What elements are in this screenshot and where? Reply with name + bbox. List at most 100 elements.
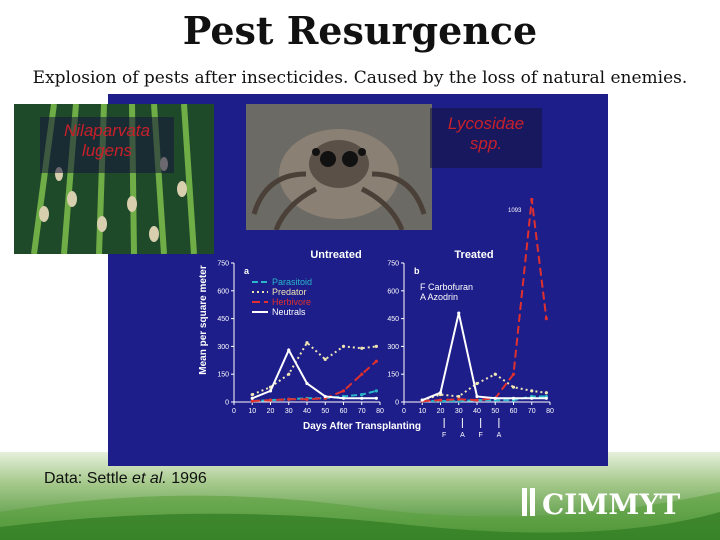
treated-point-neutrals	[511, 396, 516, 400]
spider-photo	[246, 104, 432, 230]
treated-y-tick-label: 600	[387, 288, 399, 295]
untreated-x-tick-label: 40	[303, 408, 311, 415]
untreated-point-predator	[250, 392, 254, 397]
untreated-point-herbivore	[341, 389, 346, 393]
annotation-azodrin: A Azodrin	[420, 292, 458, 302]
treated-point-neutrals	[420, 398, 424, 402]
panel-title-untreated: Untreated	[310, 249, 361, 261]
citation-italic: et al.	[132, 470, 167, 487]
citation: Data: Settle et al. 1996	[44, 470, 207, 488]
treated-x-tick-label: 20	[437, 408, 445, 415]
untreated-point-herbivore	[250, 399, 254, 403]
untreated-point-neutrals	[374, 396, 378, 400]
treated-point-predator	[493, 372, 497, 376]
untreated-point-neutrals	[287, 348, 291, 352]
treated-y-tick-label: 750	[387, 261, 399, 268]
untreated-y-tick-label: 0	[225, 400, 229, 407]
untreated-point-neutrals	[268, 389, 273, 393]
treated-point-herbivore	[438, 398, 443, 402]
treated-point-herbivore	[544, 317, 548, 321]
treated-point-herbivore	[457, 397, 461, 401]
application-marker-label: F	[479, 432, 483, 439]
untreated-y-tick-label: 600	[217, 288, 229, 295]
untreated-point-predator	[360, 346, 364, 350]
untreated-point-neutrals	[323, 394, 327, 399]
untreated-point-predator	[305, 341, 309, 345]
spider-label: Lycosidae spp.	[430, 108, 542, 168]
treated-point-herbivore	[511, 372, 516, 376]
untreated-x-tick-label: 20	[267, 408, 275, 415]
panel-label-b: b	[414, 266, 420, 276]
logo-text: CIMMYT	[542, 488, 680, 520]
slide-title: Pest Resurgence	[182, 8, 538, 53]
annotation-carbofuran: F Carbofuran	[420, 282, 473, 292]
application-marker-label: A	[460, 432, 465, 439]
untreated-point-neutrals	[305, 381, 309, 386]
treated-x-tick-label: 40	[473, 408, 481, 415]
application-marker-label: A	[497, 432, 502, 439]
x-axis-label: Days After Transplanting	[303, 421, 421, 432]
untreated-point-parasitoid	[374, 389, 378, 393]
treated-point-predator	[475, 381, 479, 386]
untreated-x-tick-label: 70	[358, 408, 366, 415]
legend-neutrals: Neutrals	[272, 307, 306, 317]
cimmyt-logo: CIMMYT	[522, 488, 680, 520]
treated-point-predator	[544, 391, 548, 395]
treated-x-tick-label: 60	[510, 408, 518, 415]
untreated-point-herbivore	[268, 398, 273, 402]
untreated-x-tick-label: 50	[321, 408, 329, 415]
treated-point-predator	[457, 394, 461, 399]
untreated-point-neutrals	[360, 396, 364, 400]
treated-series-neutrals	[421, 312, 547, 402]
treated-series-predator	[421, 373, 547, 402]
untreated-point-herbivore	[287, 397, 291, 401]
panel-label-a: a	[244, 266, 250, 276]
untreated-point-herbivore	[360, 372, 364, 376]
treated-x-tick-label: 50	[491, 408, 499, 415]
treated-x-tick-label: 70	[528, 408, 536, 415]
citation-year: 1996	[171, 470, 207, 487]
treated-point-neutrals	[544, 396, 548, 400]
untreated-y-tick-label: 450	[217, 316, 229, 323]
untreated-point-predator	[287, 372, 291, 376]
treated-x-tick-label: 0	[402, 408, 406, 415]
legend-predator: Predator	[272, 287, 307, 297]
treated-x-tick-label: 80	[546, 408, 554, 415]
treated-point-neutrals	[493, 396, 497, 400]
legend-herbivore: Herbivore	[272, 297, 311, 307]
treated-y-tick-label: 300	[387, 344, 399, 351]
treated-point-herbivore	[530, 197, 534, 202]
untreated-y-tick-label: 150	[217, 372, 229, 379]
panel-title-treated: Treated	[454, 249, 493, 261]
untreated-series-herbivore	[252, 360, 378, 403]
untreated-x-tick-label: 10	[248, 408, 256, 415]
untreated-x-tick-label: 80	[376, 408, 384, 415]
untreated-x-tick-label: 60	[340, 408, 348, 415]
application-marker-label: F	[442, 432, 446, 439]
untreated-series-neutrals	[251, 347, 377, 400]
untreated-point-predator	[374, 344, 378, 348]
untreated-x-tick-label: 0	[232, 408, 236, 415]
untreated-point-herbivore	[305, 397, 309, 401]
treated-series-herbivore	[422, 199, 548, 403]
treated-y-tick-label: 450	[387, 316, 399, 323]
treated-point-neutrals	[475, 394, 479, 399]
annotation-peak-value: 1093	[508, 208, 522, 214]
untreated-series-predator	[251, 341, 377, 396]
untreated-y-tick-label: 300	[217, 344, 229, 351]
untreated-point-predator	[323, 357, 327, 361]
treated-y-tick-label: 150	[387, 372, 399, 379]
untreated-point-neutrals	[341, 396, 346, 400]
untreated-point-parasitoid	[360, 392, 364, 397]
treated-point-herbivore	[475, 398, 479, 402]
treated-y-tick-label: 0	[395, 400, 399, 407]
slide-subtitle: Explosion of pests after insecticides. C…	[32, 68, 688, 88]
untreated-x-tick-label: 30	[285, 408, 293, 415]
planthopper-label: Nilaparvata lugens	[40, 117, 174, 173]
untreated-y-tick-label: 750	[217, 261, 229, 268]
untreated-point-predator	[341, 344, 346, 348]
treated-point-predator	[530, 389, 534, 393]
treated-x-tick-label: 30	[455, 408, 463, 415]
treated-point-predator	[511, 385, 516, 389]
